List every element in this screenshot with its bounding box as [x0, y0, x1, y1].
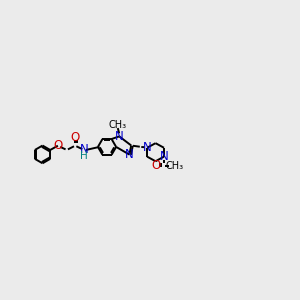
- Text: O: O: [70, 131, 80, 144]
- Text: O: O: [53, 139, 62, 152]
- Text: N: N: [125, 148, 134, 161]
- Text: CH₃: CH₃: [109, 119, 127, 130]
- Text: H: H: [80, 151, 88, 160]
- Text: N: N: [143, 141, 152, 154]
- Text: N: N: [160, 150, 168, 163]
- Text: CH₃: CH₃: [165, 160, 183, 170]
- Text: O: O: [151, 159, 160, 172]
- Text: N: N: [80, 143, 88, 157]
- Text: N: N: [115, 130, 124, 143]
